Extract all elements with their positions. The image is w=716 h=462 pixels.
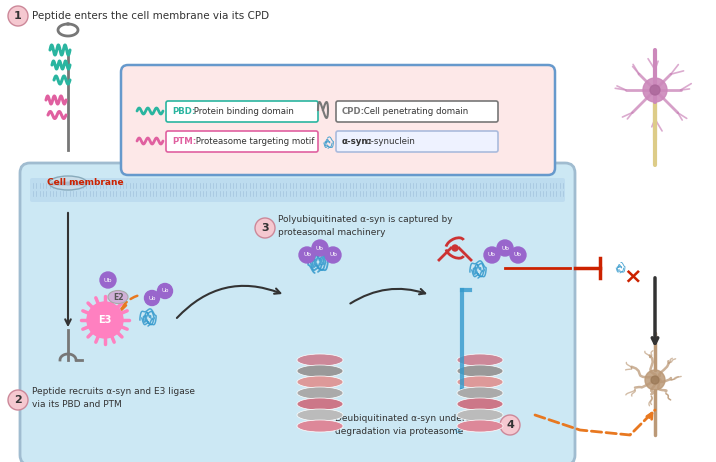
Text: Deubiquitinated α-syn undergoes
degradation via proteasome: Deubiquitinated α-syn undergoes degradat…: [335, 414, 487, 436]
Circle shape: [8, 390, 28, 410]
Circle shape: [312, 240, 328, 256]
Ellipse shape: [457, 376, 503, 388]
Text: Ub: Ub: [488, 253, 496, 257]
Ellipse shape: [297, 398, 343, 410]
Text: Peptide enters the cell membrane via its CPD: Peptide enters the cell membrane via its…: [32, 11, 269, 21]
Circle shape: [497, 240, 513, 256]
Text: Ub: Ub: [104, 278, 112, 282]
Text: Ub: Ub: [501, 245, 509, 250]
Ellipse shape: [297, 354, 343, 366]
Circle shape: [8, 6, 28, 26]
FancyBboxPatch shape: [336, 131, 498, 152]
Text: ×: ×: [624, 266, 642, 286]
Ellipse shape: [297, 409, 343, 421]
FancyBboxPatch shape: [166, 131, 318, 152]
Circle shape: [645, 370, 665, 390]
Text: Protein binding domain: Protein binding domain: [191, 107, 294, 116]
Circle shape: [325, 247, 341, 263]
Circle shape: [651, 376, 659, 384]
FancyBboxPatch shape: [121, 65, 555, 175]
Circle shape: [158, 284, 173, 298]
Text: 4: 4: [506, 420, 514, 430]
Text: Cell membrane: Cell membrane: [47, 178, 124, 187]
Ellipse shape: [49, 176, 87, 190]
FancyBboxPatch shape: [166, 101, 318, 122]
Text: PBD:: PBD:: [172, 107, 195, 116]
Circle shape: [643, 78, 667, 102]
Text: Ub: Ub: [148, 296, 156, 300]
Text: E2: E2: [112, 292, 123, 302]
Ellipse shape: [457, 387, 503, 399]
Text: Ub: Ub: [514, 253, 522, 257]
Text: CPD:: CPD:: [342, 107, 365, 116]
FancyBboxPatch shape: [20, 163, 575, 462]
Text: 2: 2: [14, 395, 22, 405]
Text: Ub: Ub: [161, 288, 169, 293]
Circle shape: [452, 245, 458, 251]
Circle shape: [299, 247, 315, 263]
Text: Ub: Ub: [316, 245, 324, 250]
Ellipse shape: [297, 376, 343, 388]
Ellipse shape: [457, 365, 503, 377]
Text: 1: 1: [14, 11, 22, 21]
Text: Polyubiquitinated α-syn is captured by
proteasomal machinery: Polyubiquitinated α-syn is captured by p…: [278, 215, 453, 237]
Ellipse shape: [297, 387, 343, 399]
Ellipse shape: [297, 365, 343, 377]
Ellipse shape: [457, 354, 503, 366]
FancyBboxPatch shape: [30, 178, 565, 202]
Circle shape: [510, 247, 526, 263]
Circle shape: [100, 272, 116, 288]
Circle shape: [87, 302, 123, 338]
Circle shape: [650, 85, 660, 95]
Text: α-syn:: α-syn:: [342, 137, 372, 146]
Circle shape: [484, 247, 500, 263]
Text: E3: E3: [98, 315, 112, 325]
Text: Cell penetrating domain: Cell penetrating domain: [361, 107, 468, 116]
Ellipse shape: [457, 409, 503, 421]
Ellipse shape: [297, 420, 343, 432]
Text: 3: 3: [261, 223, 268, 233]
FancyBboxPatch shape: [336, 101, 498, 122]
Text: Ub: Ub: [303, 253, 311, 257]
Text: Peptide recruits α-syn and E3 ligase
via its PBD and PTM: Peptide recruits α-syn and E3 ligase via…: [32, 387, 195, 409]
Text: Ub: Ub: [329, 253, 337, 257]
Circle shape: [500, 415, 520, 435]
Circle shape: [255, 218, 275, 238]
Text: Proteasome targeting motif: Proteasome targeting motif: [193, 137, 314, 146]
Ellipse shape: [108, 291, 128, 304]
Ellipse shape: [457, 398, 503, 410]
Text: PTM:: PTM:: [172, 137, 196, 146]
Text: α-synuclein: α-synuclein: [366, 137, 416, 146]
Circle shape: [145, 291, 160, 305]
Ellipse shape: [457, 420, 503, 432]
